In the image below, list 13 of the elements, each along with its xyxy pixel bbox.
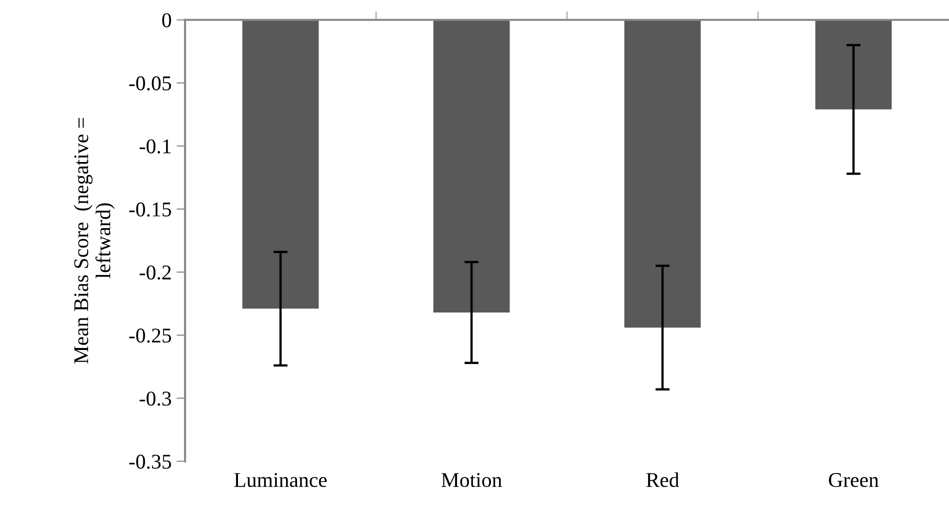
x-tick-label: Motion: [441, 473, 502, 488]
x-tick-label: Luminance: [234, 473, 327, 488]
y-tick-label: 0: [162, 13, 172, 28]
x-tick-label: Green: [828, 473, 879, 488]
y-tick-label: -0.35: [129, 454, 172, 469]
y-tick-label: -0.05: [129, 76, 172, 90]
y-tick-label: -0.3: [140, 392, 172, 406]
y-tick-label: -0.2: [140, 265, 171, 280]
y-tick-label: -0.15: [129, 202, 172, 217]
y-axis-title: Mean Bias Score (negative = leftward): [74, 118, 115, 364]
y-tick-label: -0.1: [140, 139, 171, 154]
x-tick-label: Red: [646, 472, 680, 488]
y-tick-label: -0.25: [129, 328, 172, 343]
